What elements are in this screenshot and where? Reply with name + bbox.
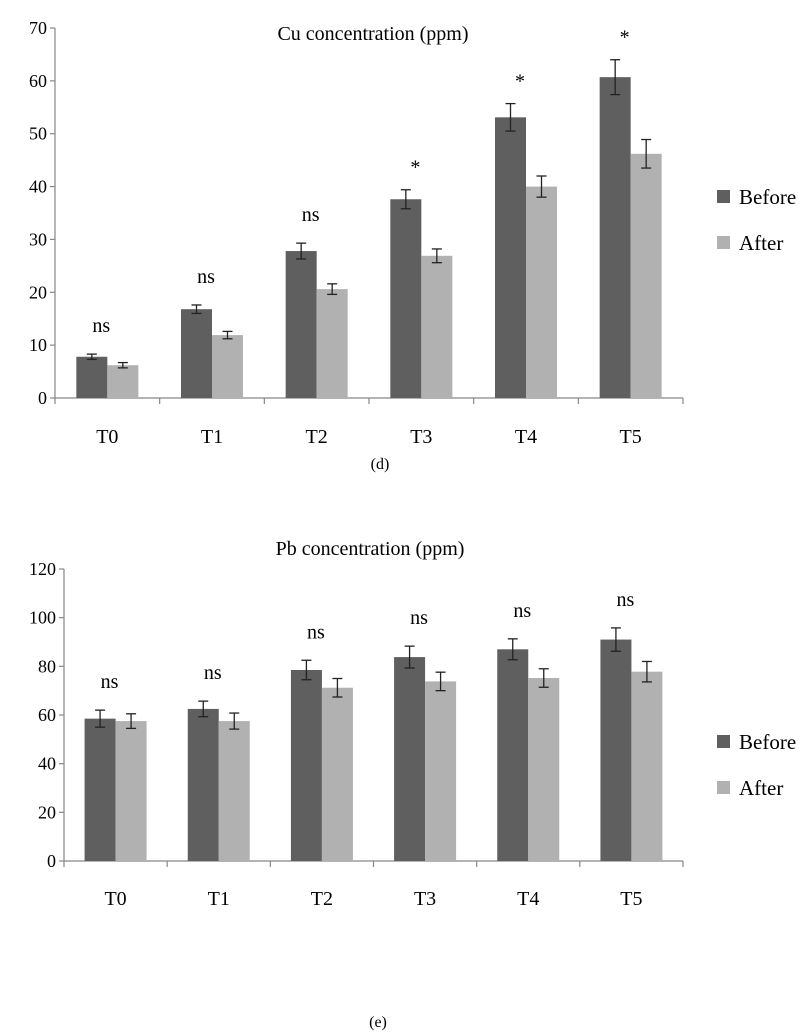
chart1-y-tick-label: 30	[29, 229, 47, 249]
chart1-bar-before-T0	[76, 356, 108, 398]
chart1-x-tick-label-T4: T4	[515, 426, 537, 448]
chart1-significance-label-T4: *	[515, 71, 525, 93]
chart2-bar-before-T0	[84, 718, 116, 861]
chart1-y-tick-label: 60	[29, 71, 47, 91]
chart2-x-tick-label-T3: T3	[414, 888, 436, 910]
chart1-legend-label-after: After	[739, 231, 783, 255]
chart2-bar-after-T5	[631, 671, 663, 861]
chart2-y-tick-label: 100	[29, 608, 56, 628]
chart2-x-tick-label-T5: T5	[620, 888, 642, 910]
chart2-significance-label-T4: ns	[513, 600, 531, 622]
chart1-bar-before-T1	[181, 309, 212, 398]
chart1-x-tick-label-T5: T5	[620, 426, 642, 448]
chart1-bar-before-T5	[599, 77, 631, 399]
chart2-legend-label-before: Before	[739, 730, 796, 754]
chart1-x-tick-label-T2: T2	[306, 426, 328, 448]
chart1-bar-before-T2	[285, 251, 317, 398]
chart2-bar-after-T4	[528, 678, 560, 861]
chart1-legend-label-before: Before	[739, 185, 796, 209]
chart2-x-tick-label-T2: T2	[311, 888, 333, 910]
chart2-significance-label-T3: ns	[410, 607, 428, 629]
chart1-significance-label-T3: *	[410, 157, 420, 179]
chart1-y-tick-label: 40	[29, 177, 47, 197]
chart2-bar-after-T0	[115, 721, 147, 861]
chart1-x-tick-label-T0: T0	[96, 426, 118, 448]
chart2-caption: (e)	[369, 1014, 387, 1031]
chart2-title: Pb concentration (ppm)	[276, 538, 465, 560]
chart2-significance-label-T1: ns	[204, 662, 222, 684]
chart1-bar-before-T4	[495, 117, 526, 398]
chart1-x-tick-label-T1: T1	[201, 426, 223, 448]
chart2-legend-label-after: After	[739, 776, 783, 800]
chart1-y-tick-label: 0	[38, 388, 47, 408]
chart2-bar-after-T3	[425, 681, 457, 861]
chart1-legend-swatch-after	[717, 236, 730, 249]
chart2-significance-label-T2: ns	[307, 621, 325, 643]
chart1-y-tick-label: 70	[29, 18, 47, 38]
chart2-significance-label-T5: ns	[617, 589, 635, 611]
chart1-legend-swatch-before	[717, 190, 730, 203]
chart1-bar-after-T0	[107, 365, 139, 398]
chart2-bar-before-T4	[497, 649, 529, 861]
chart2-bar-before-T3	[394, 657, 426, 861]
chart2-x-tick-label-T1: T1	[208, 888, 230, 910]
chart1-y-tick-label: 50	[29, 124, 47, 144]
chart2-x-tick-label-T0: T0	[104, 888, 126, 910]
chart1-y-tick-label: 20	[29, 282, 47, 302]
chart1-bar-after-T4	[526, 186, 557, 398]
chart1-bar-after-T2	[316, 289, 348, 398]
chart1-bar-after-T5	[630, 153, 662, 398]
chart2-y-tick-label: 80	[38, 656, 56, 676]
chart1-significance-label-T1: ns	[197, 266, 215, 288]
chart2-legend-swatch-before	[717, 735, 730, 748]
chart2-bar-before-T5	[600, 639, 632, 861]
chart1-significance-label-T5: *	[620, 27, 630, 49]
chart1-significance-label-T2: ns	[302, 204, 320, 226]
chart2-significance-label-T0: ns	[101, 671, 119, 693]
chart2-y-tick-label: 120	[29, 559, 56, 579]
chart1-significance-label-T0: ns	[92, 315, 110, 337]
chart2-y-tick-label: 0	[47, 851, 56, 871]
chart2-y-tick-label: 40	[38, 754, 56, 774]
chart1-bar-before-T3	[390, 199, 422, 398]
chart2-bar-after-T2	[321, 687, 353, 861]
chart2-bar-after-T1	[218, 721, 250, 861]
chart1-caption: (d)	[371, 456, 390, 473]
chart1-title: Cu concentration (ppm)	[277, 23, 468, 45]
chart1-bar-after-T1	[212, 335, 243, 398]
chart1-y-tick-label: 10	[29, 335, 47, 355]
chart2-x-tick-label-T4: T4	[517, 888, 539, 910]
chart1-x-tick-label-T3: T3	[410, 426, 432, 448]
chart2-y-tick-label: 60	[38, 705, 56, 725]
chart2-bar-before-T1	[187, 708, 219, 861]
chart2-bar-before-T2	[290, 669, 322, 861]
chart2-legend-swatch-after	[717, 781, 730, 794]
chart2-y-tick-label: 20	[38, 802, 56, 822]
chart1-bar-after-T3	[421, 255, 453, 398]
